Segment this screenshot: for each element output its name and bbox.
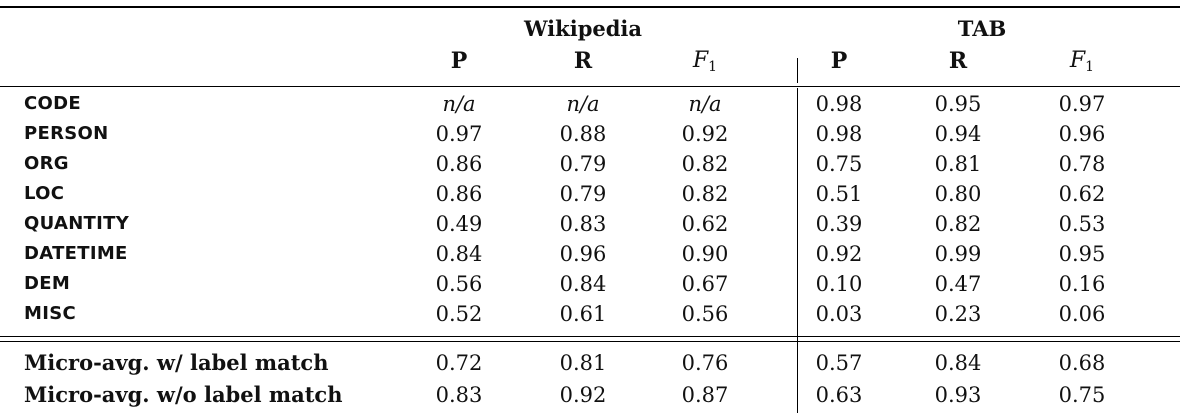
cell-wiki-f1: 0.82 xyxy=(681,152,729,176)
row-micro-avg-without-label-label: Micro-avg. w/o label match xyxy=(24,382,343,407)
header-precision: P xyxy=(830,48,848,74)
cell-tab-r: 0.80 xyxy=(934,182,982,206)
cell-tab-p: 0.75 xyxy=(815,152,863,176)
cell-tab-r: 0.93 xyxy=(934,383,982,407)
cell-tab-p: 0.92 xyxy=(815,242,863,266)
top-rule xyxy=(0,6,1180,8)
cell-wiki-r: 0.81 xyxy=(559,351,607,375)
cell-tab-r: 0.47 xyxy=(934,272,982,296)
cell-tab-f1: 0.78 xyxy=(1058,152,1106,176)
row-code-label: CODE xyxy=(24,93,81,114)
cell-tab-r: 0.81 xyxy=(934,152,982,176)
cell-wiki-p: 0.84 xyxy=(435,242,483,266)
cell-wiki-f1: 0.90 xyxy=(681,242,729,266)
cell-wiki-p: 0.52 xyxy=(435,302,483,326)
group-header-tab: TAB xyxy=(957,16,1007,41)
cell-tab-f1: 0.95 xyxy=(1058,242,1106,266)
cell-tab-p: 0.03 xyxy=(815,302,863,326)
cell-tab-p: 0.98 xyxy=(815,92,863,116)
header-recall: R xyxy=(573,48,593,74)
cell-tab-f1: 0.06 xyxy=(1058,302,1106,326)
cell-wiki-p: 0.72 xyxy=(435,351,483,375)
cell-tab-r: 0.23 xyxy=(934,302,982,326)
cell-tab-f1: 0.97 xyxy=(1058,92,1106,116)
header-f1: F1 xyxy=(1069,48,1095,76)
cell-wiki-r: 0.84 xyxy=(559,272,607,296)
row-quantity-label: QUANTITY xyxy=(24,213,130,234)
cell-tab-r: 0.82 xyxy=(934,212,982,236)
cell-tab-p: 0.63 xyxy=(815,383,863,407)
row-micro-avg-with-label-label: Micro-avg. w/ label match xyxy=(24,350,329,375)
cell-wiki-r: 0.79 xyxy=(559,152,607,176)
cell-wiki-p: 0.86 xyxy=(435,152,483,176)
cell-wiki-f1: 0.92 xyxy=(681,122,729,146)
cell-tab-f1: 0.62 xyxy=(1058,182,1106,206)
row-misc-label: MISC xyxy=(24,303,76,324)
cell-wiki-p: 0.49 xyxy=(435,212,483,236)
cell-wiki-p: 0.56 xyxy=(435,272,483,296)
row-datetime-label: DATETIME xyxy=(24,243,128,264)
header-f1: F1 xyxy=(692,48,718,76)
group-separator xyxy=(797,58,798,83)
row-person-label: PERSON xyxy=(24,123,109,144)
cell-wiki-r: 0.96 xyxy=(559,242,607,266)
cell-tab-p: 0.98 xyxy=(815,122,863,146)
cell-wiki-r: n/a xyxy=(566,92,600,116)
cell-wiki-r: 0.92 xyxy=(559,383,607,407)
group-header-wikipedia: Wikipedia xyxy=(523,16,643,41)
cell-tab-p: 0.57 xyxy=(815,351,863,375)
body-rule-lower xyxy=(0,341,1180,342)
cell-tab-p: 0.39 xyxy=(815,212,863,236)
cell-wiki-f1: 0.56 xyxy=(681,302,729,326)
cell-tab-f1: 0.16 xyxy=(1058,272,1106,296)
cell-wiki-f1: 0.67 xyxy=(681,272,729,296)
cell-tab-f1: 0.75 xyxy=(1058,383,1106,407)
cell-wiki-p: n/a xyxy=(442,92,476,116)
cell-wiki-r: 0.79 xyxy=(559,182,607,206)
cell-wiki-f1: 0.82 xyxy=(681,182,729,206)
cell-wiki-f1: n/a xyxy=(688,92,722,116)
body-rule-upper xyxy=(0,336,1180,337)
header-recall: R xyxy=(948,48,968,74)
cell-tab-p: 0.10 xyxy=(815,272,863,296)
cell-wiki-f1: 0.76 xyxy=(681,351,729,375)
cell-tab-f1: 0.96 xyxy=(1058,122,1106,146)
cell-wiki-r: 0.83 xyxy=(559,212,607,236)
cell-tab-r: 0.84 xyxy=(934,351,982,375)
group-separator xyxy=(797,88,798,413)
header-precision: P xyxy=(450,48,468,74)
cell-wiki-p: 0.97 xyxy=(435,122,483,146)
header-rule xyxy=(0,86,1180,87)
cell-tab-p: 0.51 xyxy=(815,182,863,206)
cell-tab-r: 0.94 xyxy=(934,122,982,146)
cell-wiki-p: 0.86 xyxy=(435,182,483,206)
cell-tab-r: 0.95 xyxy=(934,92,982,116)
cell-wiki-f1: 0.62 xyxy=(681,212,729,236)
cell-tab-r: 0.99 xyxy=(934,242,982,266)
row-org-label: ORG xyxy=(24,153,69,174)
row-dem-label: DEM xyxy=(24,273,71,294)
cell-wiki-r: 0.88 xyxy=(559,122,607,146)
cell-tab-f1: 0.53 xyxy=(1058,212,1106,236)
row-loc-label: LOC xyxy=(24,183,65,204)
cell-wiki-r: 0.61 xyxy=(559,302,607,326)
cell-wiki-p: 0.83 xyxy=(435,383,483,407)
cell-tab-f1: 0.68 xyxy=(1058,351,1106,375)
cell-wiki-f1: 0.87 xyxy=(681,383,729,407)
